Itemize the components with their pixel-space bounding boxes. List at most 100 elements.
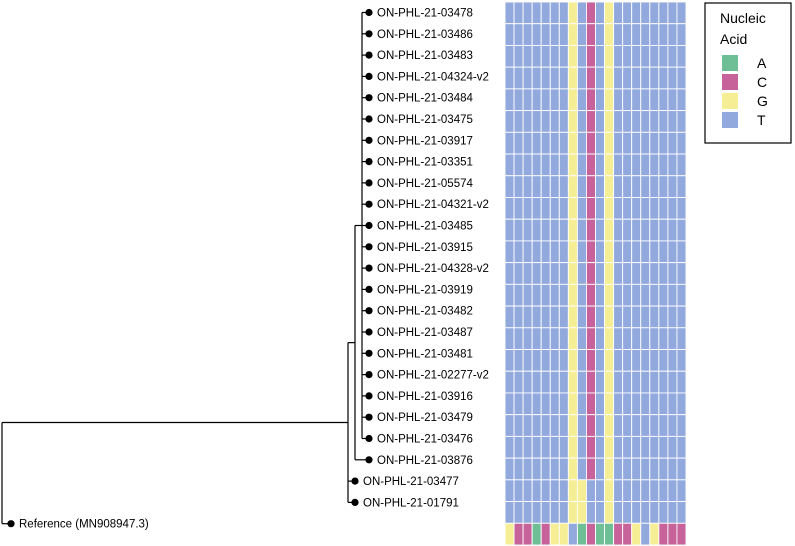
heatmap-cell <box>576 327 587 350</box>
heatmap-cell <box>549 110 560 133</box>
heatmap-cell <box>631 88 642 112</box>
heatmap-cell <box>595 131 606 155</box>
heatmap-cell <box>576 153 587 177</box>
heatmap-cell <box>667 88 678 112</box>
tip-point <box>365 371 373 379</box>
heatmap-cell <box>604 23 615 46</box>
heatmap-cell <box>667 218 678 242</box>
tip-label: ON-PHL-21-04321-v2 <box>377 199 489 211</box>
heatmap-cell <box>586 1 596 25</box>
heatmap-cell <box>649 305 660 329</box>
heatmap-cell <box>649 522 660 546</box>
heatmap-cell <box>504 283 515 307</box>
heatmap-cell <box>522 479 533 503</box>
tip-label: ON-PHL-21-03487 <box>377 327 473 339</box>
heatmap-cell <box>640 414 651 437</box>
heatmap-cell <box>540 349 551 372</box>
heatmap-cell <box>640 522 651 546</box>
heatmap-cell <box>567 262 578 285</box>
heatmap-cell <box>604 175 615 198</box>
heatmap-cell <box>667 23 678 46</box>
heatmap-cell <box>504 218 515 242</box>
heatmap-cell <box>676 1 687 25</box>
heatmap-cell <box>676 283 687 307</box>
heatmap-cell <box>649 327 660 350</box>
heatmap-cell <box>604 153 615 177</box>
heatmap-cell <box>667 501 678 524</box>
heatmap-cell <box>622 88 633 112</box>
tree <box>1 11 369 525</box>
heatmap-cell <box>658 110 669 133</box>
heatmap-cell <box>549 501 560 524</box>
heatmap-cell <box>540 110 551 133</box>
heatmap-cell <box>522 457 533 481</box>
heatmap-cell <box>586 153 596 177</box>
heatmap-cell <box>549 175 560 198</box>
heatmap-cell <box>576 370 587 394</box>
heatmap-cell <box>540 23 551 46</box>
heatmap-cell <box>604 1 615 25</box>
heatmap-cell <box>549 414 560 437</box>
heatmap-cell <box>540 501 551 524</box>
heatmap-cell <box>586 305 596 329</box>
heatmap-cell <box>604 240 615 264</box>
heatmap-cell <box>631 197 642 220</box>
heatmap-cell <box>558 262 569 285</box>
heatmap-cell <box>649 23 660 46</box>
heatmap-cell <box>622 501 633 524</box>
heatmap-cell <box>513 305 524 329</box>
heatmap-cell <box>649 414 660 437</box>
heatmap-cell <box>504 44 515 68</box>
heatmap-cell <box>504 457 515 481</box>
heatmap-cell <box>604 66 615 90</box>
heatmap-cell <box>613 349 624 372</box>
heatmap-cell <box>622 110 633 133</box>
heatmap-cell <box>540 283 551 307</box>
heatmap-cell <box>522 327 533 350</box>
heatmap-cell <box>540 88 551 112</box>
heatmap-cell <box>667 349 678 372</box>
tip-label: ON-PHL-21-03876 <box>377 455 473 467</box>
heatmap-cell <box>649 457 660 481</box>
heatmap-cell <box>658 66 669 90</box>
heatmap-cell <box>613 197 624 220</box>
heatmap-cell <box>522 153 533 177</box>
tip-label: ON-PHL-21-03917 <box>377 135 473 147</box>
heatmap-cell <box>595 283 606 307</box>
legend-swatch-g <box>722 93 738 109</box>
heatmap-cell <box>567 435 578 459</box>
heatmap-cell <box>504 392 515 416</box>
heatmap-cell <box>567 44 578 68</box>
heatmap-cell <box>567 501 578 524</box>
heatmap-cell <box>667 197 678 220</box>
heatmap-cell <box>613 110 624 133</box>
heatmap-cell <box>522 88 533 112</box>
heatmap-cell <box>586 435 596 459</box>
heatmap-cell <box>649 262 660 285</box>
heatmap-cell <box>531 392 542 416</box>
heatmap-cell <box>658 435 669 459</box>
heatmap-cell <box>667 153 678 177</box>
legend-title-line1: Nucleic <box>720 10 766 26</box>
heatmap-cell <box>540 457 551 481</box>
heatmap-cell <box>504 370 515 394</box>
heatmap-cell <box>567 153 578 177</box>
heatmap-cell <box>640 392 651 416</box>
heatmap-cell <box>567 110 578 133</box>
heatmap-cell <box>658 457 669 481</box>
heatmap-cell <box>649 283 660 307</box>
heatmap-cell <box>549 1 560 25</box>
tip-label: ON-PHL-21-03482 <box>377 306 473 318</box>
heatmap-cell <box>640 262 651 285</box>
heatmap-cell <box>604 370 615 394</box>
tip-point <box>365 434 373 443</box>
heatmap-cell <box>676 197 687 220</box>
heatmap-cell <box>658 218 669 242</box>
heatmap-cell <box>513 88 524 112</box>
heatmap-cell <box>640 370 651 394</box>
heatmap-cell <box>576 175 587 198</box>
heatmap-cell <box>640 153 651 177</box>
heatmap-cell <box>531 197 542 220</box>
heatmap-cell <box>595 197 606 220</box>
tip-label: ON-PHL-21-02277-v2 <box>377 370 489 382</box>
